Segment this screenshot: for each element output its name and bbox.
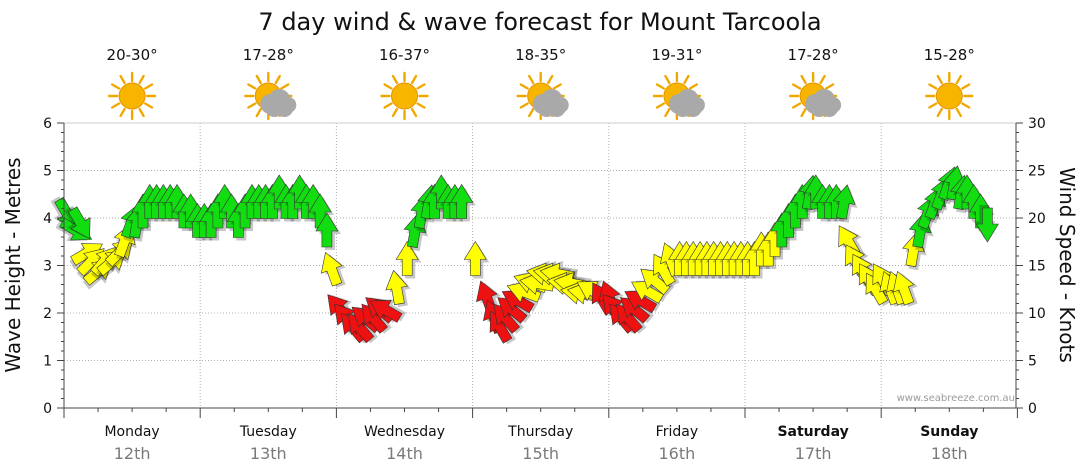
wind-arrow bbox=[64, 205, 91, 240]
day-header: 17-28° bbox=[243, 46, 297, 121]
x-axis-day-label: Wednesday bbox=[364, 424, 445, 440]
x-axis-day-label: Sunday bbox=[920, 424, 978, 440]
wind-arrow bbox=[832, 184, 858, 223]
day-header: 15-28° bbox=[924, 46, 975, 121]
temperature-range: 20-30° bbox=[107, 46, 158, 64]
y-axis-left-tick-label: 5 bbox=[43, 164, 52, 180]
sun-cloud-icon bbox=[788, 71, 842, 121]
y-axis-left-tick-label: 0 bbox=[43, 401, 52, 417]
y-axis-left-tick-label: 6 bbox=[43, 116, 52, 132]
day-header: 18-35° bbox=[515, 46, 569, 121]
temperature-range: 19-31° bbox=[651, 46, 702, 64]
y-axis-right-tick-label: 5 bbox=[1028, 354, 1037, 370]
x-axis-day-label: Tuesday bbox=[239, 424, 297, 440]
sun-icon bbox=[925, 71, 974, 121]
y-axis-left-tick-label: 4 bbox=[43, 211, 52, 227]
x-axis-date-label: 12th bbox=[114, 444, 151, 463]
wind-arrow bbox=[463, 240, 490, 279]
wind-arrow bbox=[385, 269, 411, 308]
x-axis-day-label: Friday bbox=[656, 424, 698, 440]
x-axis-day-label: Monday bbox=[104, 424, 159, 440]
y-axis-right-tick-label: 0 bbox=[1028, 401, 1037, 417]
day-header: 19-31° bbox=[651, 46, 705, 121]
temperature-range: 17-28° bbox=[788, 46, 839, 64]
wind-arrow bbox=[320, 251, 346, 288]
temperature-range: 17-28° bbox=[243, 46, 294, 64]
x-axis-day-label: Thursday bbox=[507, 424, 573, 440]
wind-arrow bbox=[973, 205, 999, 243]
y-axis-left-label: Wave Height - Metres bbox=[1, 157, 25, 372]
temperature-range: 16-37° bbox=[379, 46, 430, 64]
wind-arrow bbox=[369, 299, 407, 323]
chart-title: 7 day wind & wave forecast for Mount Tar… bbox=[258, 8, 821, 36]
wind-arrows bbox=[50, 165, 999, 345]
y-axis-left-tick-label: 1 bbox=[43, 354, 52, 370]
day-header: 16-37° bbox=[379, 46, 430, 121]
wind-arrow bbox=[395, 240, 422, 279]
x-axis-date-label: 17th bbox=[795, 444, 832, 463]
sun-cloud-icon bbox=[652, 71, 705, 121]
sun-icon bbox=[107, 71, 157, 121]
sun-cloud-icon bbox=[244, 71, 297, 121]
sun-cloud-icon bbox=[516, 71, 569, 121]
x-axis-date-label: 15th bbox=[522, 444, 559, 463]
y-axis-left-tick-label: 3 bbox=[43, 259, 52, 275]
axes: 0 1 2 3 4 5 6 0 5 10 15 20 25 30 bbox=[43, 116, 1046, 418]
y-axis-right-tick-label: 20 bbox=[1028, 211, 1046, 227]
y-axis-left-tick-label: 2 bbox=[43, 306, 52, 322]
y-axis-right-tick-label: 10 bbox=[1028, 306, 1046, 322]
sun-icon bbox=[380, 71, 429, 121]
x-axis-date-label: 16th bbox=[659, 444, 696, 463]
x-axis-labels: Monday 12th Tuesday 13th Wednesday 14th Thursd… bbox=[104, 424, 978, 463]
y-axis-right-label: Wind Speed - Knots bbox=[1055, 167, 1079, 363]
day-header: 20-30° bbox=[107, 46, 158, 121]
x-axis-date-label: 14th bbox=[386, 444, 423, 463]
day-headers: 20-30° 17-28° 16-37° 18-35° 19-31° 17-28° 15-2… bbox=[107, 46, 975, 121]
watermark: www.seabreeze.com.au bbox=[897, 393, 1015, 404]
day-header: 17-28° bbox=[788, 46, 842, 121]
x-axis-date-label: 18th bbox=[931, 444, 968, 463]
wind-arrow bbox=[450, 183, 476, 222]
x-axis-day-label: Saturday bbox=[777, 424, 848, 440]
y-axis-right-tick-label: 15 bbox=[1028, 259, 1046, 275]
y-axis-right-tick-label: 30 bbox=[1028, 116, 1046, 132]
y-axis-right-tick-label: 25 bbox=[1028, 164, 1046, 180]
x-axis-date-label: 13th bbox=[250, 444, 287, 463]
temperature-range: 18-35° bbox=[515, 46, 566, 64]
temperature-range: 15-28° bbox=[924, 46, 975, 64]
wind-arrow bbox=[892, 270, 918, 307]
grid-lines bbox=[64, 123, 1016, 408]
wind-arrow bbox=[315, 212, 341, 250]
wind-arrow bbox=[640, 268, 675, 296]
